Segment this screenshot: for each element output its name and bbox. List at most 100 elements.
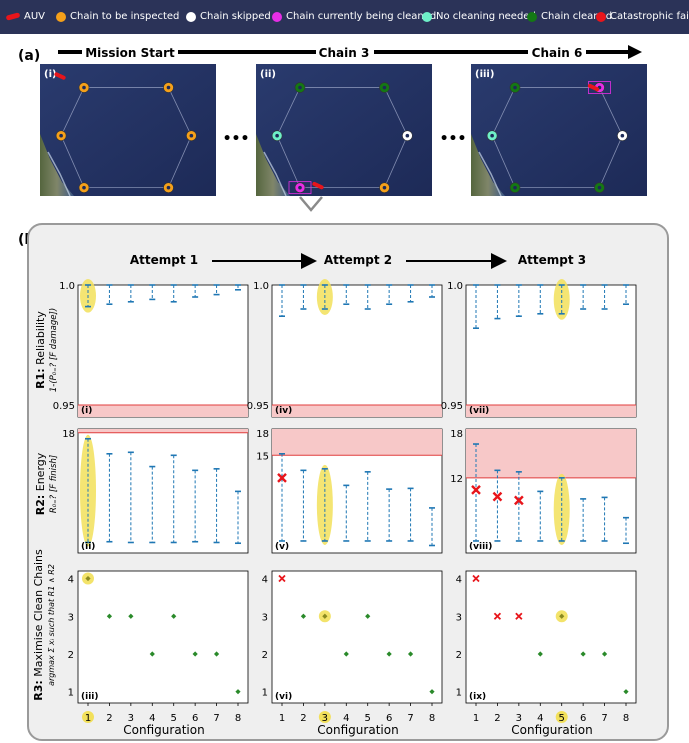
zoom-callout xyxy=(300,197,322,210)
chain-marker-center xyxy=(383,86,387,90)
svg-text:R2: Energy: R2: Energy xyxy=(34,452,47,515)
y-tick-label: 1.0 xyxy=(253,281,269,292)
y-tick-label: 0.95 xyxy=(247,401,269,412)
infeasible-region xyxy=(78,429,248,433)
reliability-plot-2: 1.0 0.95 (iv) xyxy=(247,279,442,417)
y-tick-label: 15 xyxy=(256,451,269,462)
y-tick-label: 2 xyxy=(262,650,268,661)
plot-frame xyxy=(466,571,636,703)
energy-plot-2: 18 15 (v) xyxy=(256,429,442,553)
section-a-label: (a) xyxy=(18,48,40,64)
row-label-r1: R1: Reliability 1-(P₀₌? [F damage]) xyxy=(34,308,59,392)
energy-plot-1: 18(ii) xyxy=(62,429,248,553)
reliability-plot-3: 1.00.95 (vii) xyxy=(441,279,636,417)
x-tick-label: 8 xyxy=(623,713,629,724)
infeasible-region xyxy=(272,429,442,455)
chain-marker-center xyxy=(167,86,171,90)
y-tick-label: 3 xyxy=(456,612,462,623)
plot-frame xyxy=(78,285,248,417)
y-tick-label: 12 xyxy=(450,474,463,485)
row-label-r2: R2: Energy R₀₌? [F finish] xyxy=(34,452,59,515)
chain-marker-center xyxy=(167,186,171,190)
x-tick-label: 2 xyxy=(494,713,500,724)
clean-chains-plot-3: 1 2 3 4 1 2 3 4 5 6 7 8 (ix) xyxy=(456,571,636,724)
map-panel-label: (ii) xyxy=(260,69,276,80)
plot-frame xyxy=(272,285,442,417)
panel-label: (iv) xyxy=(275,406,292,416)
x-tick-label: 2 xyxy=(300,713,306,724)
timeline-mission-start: Mission Start xyxy=(85,46,175,60)
y-tick-label: 4 xyxy=(262,575,268,586)
xlabel-attempt-1: Configuration xyxy=(123,723,204,737)
chain-marker-center xyxy=(298,186,302,190)
x-tick-label: 8 xyxy=(235,713,241,724)
attempt-1-label: Attempt 1 xyxy=(130,253,198,267)
chain-marker-center xyxy=(82,86,86,90)
x-tick-label: 7 xyxy=(601,713,607,724)
attempt-3-label: Attempt 3 xyxy=(518,253,586,267)
timeline-arrow-head xyxy=(628,45,642,59)
timeline-chain-3: Chain 3 xyxy=(319,46,370,60)
map-panel-3: (iii) xyxy=(471,64,647,196)
chain-marker-center xyxy=(621,134,625,138)
plot-frame xyxy=(78,429,248,553)
y-tick-label: 1.0 xyxy=(59,281,75,292)
ellipsis-2: ••• xyxy=(440,131,467,147)
y-tick-label: 1.0 xyxy=(447,281,463,292)
plot-frame xyxy=(272,571,442,703)
plot-frame xyxy=(466,285,636,417)
chain-marker-center xyxy=(406,134,410,138)
chain-marker-center xyxy=(490,134,494,138)
panel-label: (ix) xyxy=(469,692,486,702)
y-tick-label: 4 xyxy=(456,575,462,586)
chain-marker-center xyxy=(275,134,279,138)
svg-text:R1: Reliability: R1: Reliability xyxy=(34,311,47,389)
y-tick-label: 1 xyxy=(262,688,268,699)
x-tick-label: 1 xyxy=(473,713,479,724)
map-panel-2: (ii) xyxy=(256,64,432,196)
x-tick-label: 7 xyxy=(213,713,219,724)
clean-chains-plot-1: 12341 2 3 4 5 6 7 8(iii) xyxy=(68,571,248,724)
svg-text:R3: Maximise Clean Chains: R3: Maximise Clean Chains xyxy=(32,549,45,701)
map-sea xyxy=(256,64,432,196)
y-tick-label: 0.95 xyxy=(53,401,75,412)
chain-marker-center xyxy=(298,86,302,90)
map-panel-label: (iii) xyxy=(475,69,494,80)
y-tick-label: 1 xyxy=(456,688,462,699)
timeline-chain-6: Chain 6 xyxy=(532,46,583,60)
chain-marker-center xyxy=(190,134,194,138)
svg-text:R₀₌? [F finish]: R₀₌? [F finish] xyxy=(49,455,59,513)
infeasible-region xyxy=(272,405,442,417)
panel-label: (viii) xyxy=(469,542,492,552)
xlabel-attempt-2: Configuration xyxy=(317,723,398,737)
chain-marker-center xyxy=(59,134,63,138)
figure: (a) Mission Start Chain 3 Chain 6 (i) (ii… xyxy=(0,0,689,743)
y-tick-label: 2 xyxy=(68,650,74,661)
x-tick-label: 1 xyxy=(279,713,285,724)
chain-marker-center xyxy=(513,86,517,90)
panel-label: (vi) xyxy=(275,692,292,702)
y-tick-label: 1 xyxy=(68,688,74,699)
x-tick-label: 7 xyxy=(407,713,413,724)
y-tick-label: 2 xyxy=(456,650,462,661)
panel-label: (v) xyxy=(275,542,289,552)
map-sea xyxy=(471,64,647,196)
infeasible-region xyxy=(466,429,636,478)
x-tick-label: 1 xyxy=(85,713,91,724)
row-label-r3: R3: Maximise Clean Chains argmax Σ xᵢ su… xyxy=(32,549,56,701)
y-tick-label: 18 xyxy=(450,429,463,440)
chain-marker-center xyxy=(383,186,387,190)
y-tick-label: 3 xyxy=(262,612,268,623)
clean-chains-plot-2: 12341 2 3 4 5 6 7 8(vi) xyxy=(262,571,442,724)
xlabel-attempt-3: Configuration xyxy=(511,723,592,737)
attempt-2-label: Attempt 2 xyxy=(324,253,392,267)
infeasible-region xyxy=(78,405,248,417)
chain-marker-center xyxy=(82,186,86,190)
y-tick-label: 0.95 xyxy=(441,401,463,412)
panel-label: (ii) xyxy=(81,542,95,552)
map-panel-1: (i) xyxy=(40,64,216,196)
y-tick-label: 18 xyxy=(256,429,269,440)
y-tick-label: 4 xyxy=(68,575,74,586)
x-tick-label: 2 xyxy=(106,713,112,724)
plot-frame xyxy=(78,571,248,703)
